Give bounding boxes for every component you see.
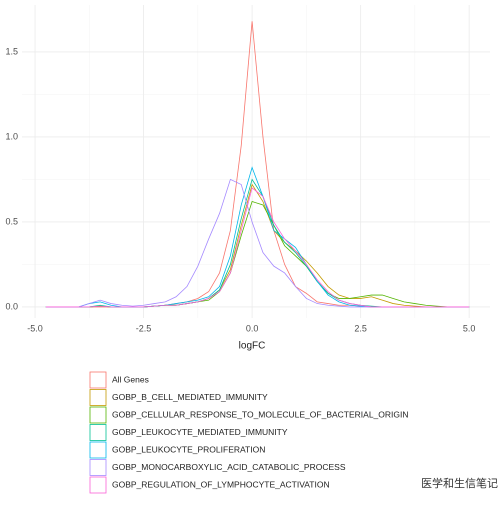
y-tick-label: 1.0 — [5, 131, 18, 141]
x-tick-label: 0.0 — [246, 323, 259, 333]
legend-label: GOBP_MONOCARBOXYLIC_ACID_CATABOLIC_PROCE… — [112, 462, 346, 472]
legend-label: All Genes — [112, 374, 149, 384]
x-tick-label: -2.5 — [136, 323, 152, 333]
watermark: 医学和生信笔记 — [421, 476, 498, 490]
legend-label: GOBP_LEUKOCYTE_MEDIATED_IMMUNITY — [112, 427, 288, 437]
legend-label: GOBP_CELLULAR_RESPONSE_TO_MOLECULE_OF_BA… — [112, 409, 409, 419]
y-tick-label: 1.5 — [5, 46, 18, 56]
density-line — [45, 178, 470, 308]
legend-key — [89, 389, 107, 406]
density-line — [45, 201, 470, 308]
y-tick-label: 0.0 — [5, 301, 18, 311]
density-line — [45, 21, 470, 308]
legend-label: GOBP_REGULATION_OF_LYMPHOCYTE_ACTIVATION — [112, 479, 330, 489]
density-line — [45, 187, 470, 308]
legend-label: GOBP_LEUKOCYTE_PROLIFERATION — [112, 444, 265, 454]
legend-key — [89, 406, 107, 424]
y-tick-label: 0.5 — [5, 216, 18, 226]
legend-key — [89, 371, 107, 389]
x-axis-label: logFC — [239, 341, 266, 352]
x-tick-label: 5.0 — [463, 323, 476, 333]
legend-key — [89, 424, 107, 441]
legend-key — [89, 476, 107, 494]
x-tick-label: 2.5 — [354, 323, 367, 333]
legend-label: GOBP_B_CELL_MEDIATED_IMMUNITY — [112, 392, 268, 402]
legend-key — [89, 459, 107, 476]
density-line — [45, 178, 470, 308]
legend-key — [89, 441, 107, 459]
x-tick-label: -5.0 — [27, 323, 43, 333]
